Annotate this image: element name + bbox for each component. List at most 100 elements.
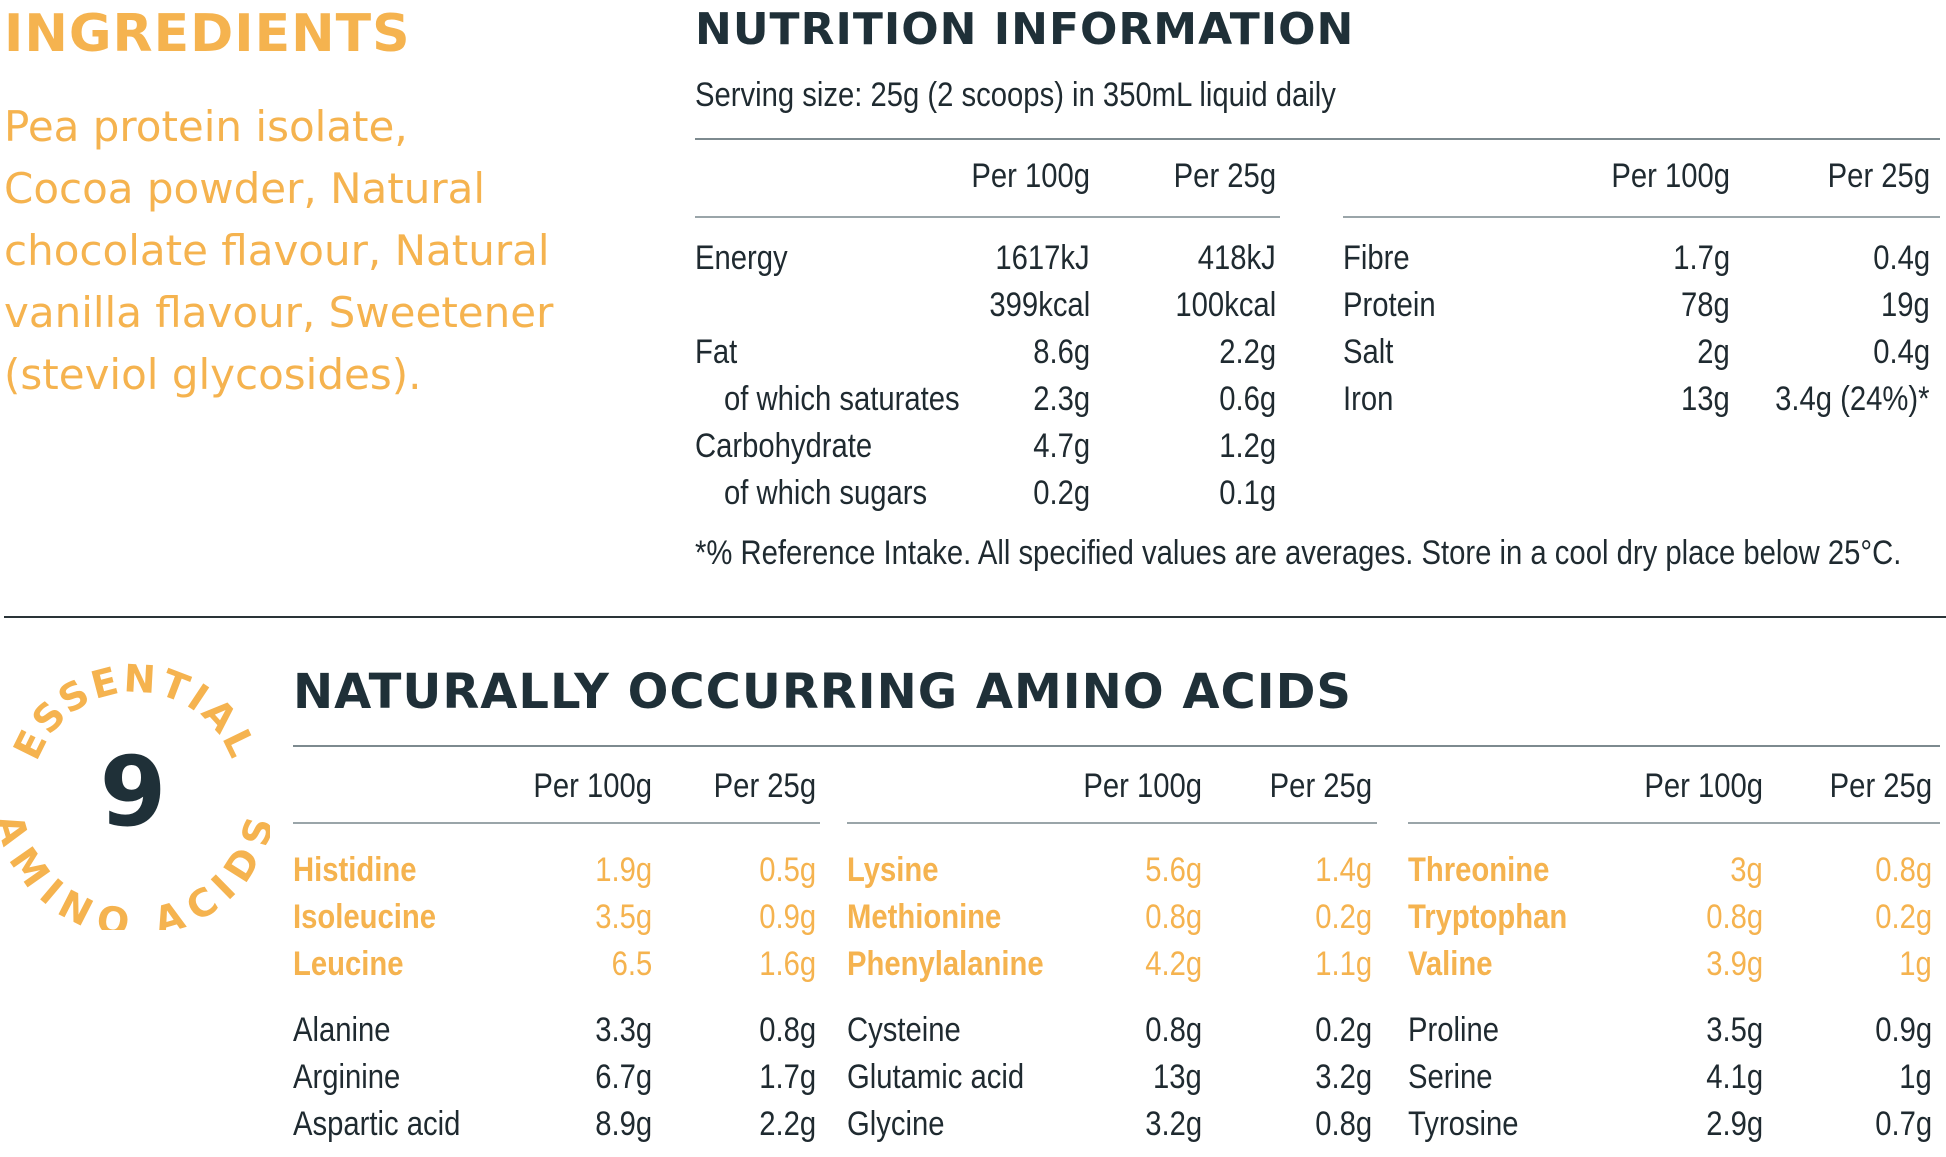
amino-name: Proline [1408, 1011, 1500, 1049]
amino-name: Glycine [847, 1105, 945, 1143]
nutrient-per100g: 1617kJ [995, 239, 1090, 277]
divider [293, 822, 820, 824]
amino-name: Cysteine [847, 1011, 961, 1049]
header-per25g: Per 25g [713, 767, 816, 805]
divider [847, 822, 1377, 824]
essential-amino-per25g: 0.5g [759, 851, 816, 889]
nutrient-per100g: 399kcal [989, 286, 1090, 324]
essential-amino-per100g: 3.9g [1706, 945, 1763, 983]
footnote: *% Reference Intake. All specified value… [695, 534, 1902, 572]
ingredients-line: Cocoa powder, Natural [4, 164, 485, 213]
essential-amino-per100g: 0.8g [1145, 898, 1202, 936]
nutrient-per25g: 0.1g [1219, 474, 1276, 512]
ingredients-line: Pea protein isolate, [4, 102, 408, 151]
nutrient-per100g: 78g [1681, 286, 1730, 324]
badge-number: 9 [100, 736, 167, 848]
nutrient-per25g: 3.4g (24%)* [1775, 380, 1930, 418]
essential-amino-name: Tryptophan [1408, 898, 1568, 936]
essential-amino-name: Phenylalanine [847, 945, 1044, 983]
nutrient-label: Iron [1343, 380, 1394, 418]
essential-amino-per100g: 4.2g [1145, 945, 1202, 983]
divider [293, 745, 1940, 747]
essential-amino-per25g: 1.6g [759, 945, 816, 983]
essential-amino-per25g: 0.2g [1315, 898, 1372, 936]
divider [695, 216, 1280, 218]
amino-name: Alanine [293, 1011, 391, 1049]
section-divider [4, 616, 1946, 618]
amino-name: Arginine [293, 1058, 401, 1096]
amino-name: Aspartic acid [293, 1105, 461, 1143]
header-per25g: Per 25g [1269, 767, 1372, 805]
nutrient-per100g: 2g [1697, 333, 1730, 371]
essential-amino-per25g: 0.8g [1875, 851, 1932, 889]
divider [695, 138, 1940, 140]
essential-amino-acids-badge: ESSENTIAL AMINO ACIDS 9 [0, 660, 270, 930]
amino-name: Serine [1408, 1058, 1493, 1096]
ingredients-title: INGREDIENTS [4, 4, 411, 64]
essential-amino-per25g: 1g [1899, 945, 1932, 983]
essential-amino-name: Lysine [847, 851, 939, 889]
nutrient-per25g: 19g [1881, 286, 1930, 324]
header-per100g: Per 100g [971, 157, 1090, 195]
amino-per25g: 0.9g [1875, 1011, 1932, 1049]
nutrient-label: of which saturates [724, 380, 960, 418]
essential-amino-name: Histidine [293, 851, 417, 889]
amino-per100g: 2.9g [1706, 1105, 1763, 1143]
essential-amino-name: Valine [1408, 945, 1493, 983]
nutrient-label: Carbohydrate [695, 427, 873, 465]
amino-name: Glutamic acid [847, 1058, 1025, 1096]
essential-amino-name: Threonine [1408, 851, 1550, 889]
nutrient-per100g: 8.6g [1033, 333, 1090, 371]
amino-per100g: 3.5g [1706, 1011, 1763, 1049]
header-per25g: Per 25g [1829, 767, 1932, 805]
ingredients-line: chocolate flavour, Natural [4, 226, 550, 275]
amino-per25g: 0.8g [1315, 1105, 1372, 1143]
nutrient-label: of which sugars [724, 474, 928, 512]
serving-size: Serving size: 25g (2 scoops) in 350mL li… [695, 76, 1336, 114]
essential-amino-per100g: 3.5g [595, 898, 652, 936]
nutrient-per25g: 418kJ [1197, 239, 1276, 277]
amino-per100g: 13g [1153, 1058, 1202, 1096]
essential-amino-per25g: 0.2g [1875, 898, 1932, 936]
ingredients-line: (steviol glycosides). [4, 350, 422, 399]
header-per100g: Per 100g [1083, 767, 1202, 805]
amino-per100g: 3.2g [1145, 1105, 1202, 1143]
essential-amino-per100g: 3g [1730, 851, 1763, 889]
divider [1343, 216, 1940, 218]
ingredients-line: vanilla flavour, Sweetener [4, 288, 554, 337]
essential-amino-per25g: 1.4g [1315, 851, 1372, 889]
amino-per25g: 2.2g [759, 1105, 816, 1143]
nutrient-label: Fibre [1343, 239, 1410, 277]
header-per100g: Per 100g [533, 767, 652, 805]
nutrient-per100g: 2.3g [1033, 380, 1090, 418]
header-per100g: Per 100g [1644, 767, 1763, 805]
essential-amino-per25g: 1.1g [1315, 945, 1372, 983]
amino-acids-title: NATURALLY OCCURRING AMINO ACIDS [293, 664, 1352, 720]
nutrition-title: NUTRITION INFORMATION [695, 4, 1355, 55]
amino-per100g: 4.1g [1706, 1058, 1763, 1096]
nutrient-per25g: 0.6g [1219, 380, 1276, 418]
amino-per100g: 6.7g [595, 1058, 652, 1096]
amino-name: Tyrosine [1408, 1105, 1519, 1143]
essential-amino-per100g: 5.6g [1145, 851, 1202, 889]
nutrient-per25g: 2.2g [1219, 333, 1276, 371]
amino-per25g: 0.2g [1315, 1011, 1372, 1049]
header-per25g: Per 25g [1827, 157, 1930, 195]
header-per100g: Per 100g [1611, 157, 1730, 195]
divider [1408, 822, 1940, 824]
nutrient-label: Fat [695, 333, 738, 371]
amino-per25g: 1g [1899, 1058, 1932, 1096]
essential-amino-per100g: 0.8g [1706, 898, 1763, 936]
amino-per25g: 0.7g [1875, 1105, 1932, 1143]
nutrient-per25g: 100kcal [1175, 286, 1276, 324]
essential-amino-per100g: 6.5 [611, 945, 652, 983]
amino-per25g: 1.7g [759, 1058, 816, 1096]
essential-amino-name: Leucine [293, 945, 404, 983]
essential-amino-per100g: 1.9g [595, 851, 652, 889]
amino-per100g: 0.8g [1145, 1011, 1202, 1049]
amino-per25g: 3.2g [1315, 1058, 1372, 1096]
nutrient-per100g: 1.7g [1673, 239, 1730, 277]
nutrient-per100g: 4.7g [1033, 427, 1090, 465]
nutrient-per25g: 0.4g [1873, 333, 1930, 371]
nutrient-per100g: 13g [1681, 380, 1730, 418]
